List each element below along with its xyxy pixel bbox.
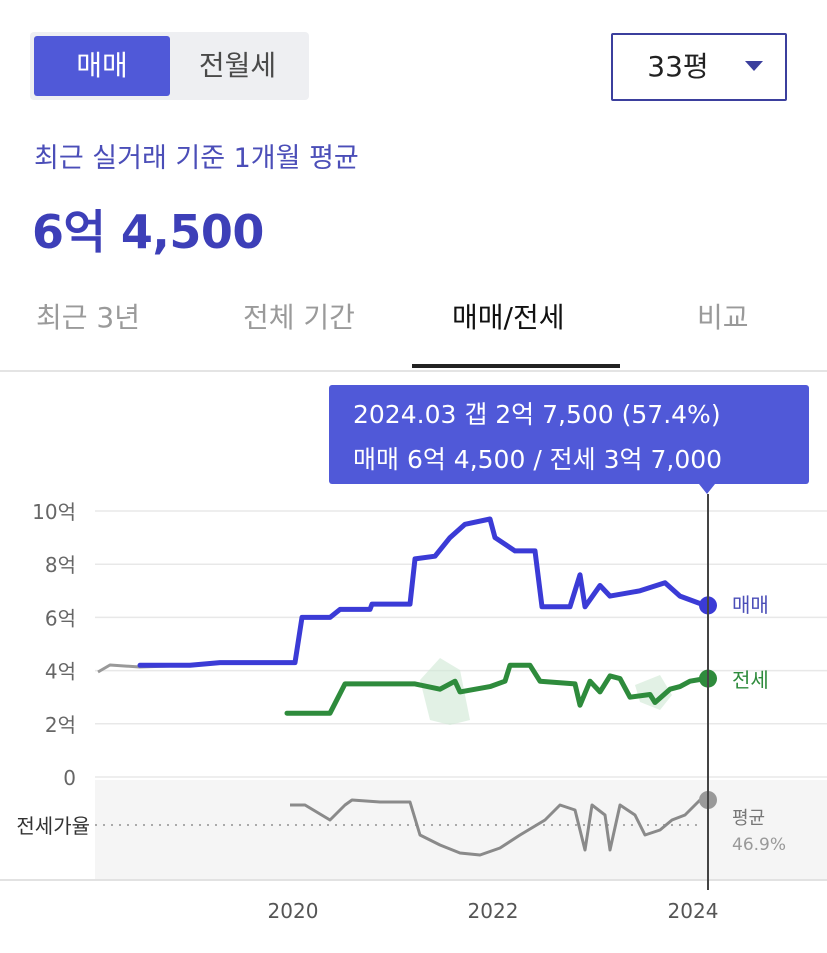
area-select-value: 33평 [647,50,709,83]
y-tick-label: 10억 [32,500,76,524]
ratio-average-label: 평균 [732,808,765,829]
active-tab-indicator [412,364,620,368]
tooltip-arrow [699,484,715,494]
ratio-average-value: 46.9% [732,835,786,855]
price-basis-label: 최근 실거래 기준 1개월 평균 [34,143,359,174]
ratio-line [290,798,702,857]
jeonse-price-line [284,662,708,716]
y-tick-label: 8억 [45,553,76,577]
y-tick-label: 4억 [45,660,76,684]
jeonse-range-area [420,658,672,725]
ratio-panel-bg [95,780,827,880]
tab-sale-jeonse[interactable]: 매매/전세 [452,301,565,334]
y-tick-label: 0 [63,766,76,790]
caret-down-icon [745,61,763,71]
tab-recent-3y[interactable]: 최근 3년 [36,301,140,334]
x-tick-label: 2024 [668,899,719,923]
tab-all-period[interactable]: 전체 기간 [243,301,355,334]
x-tick-label: 2020 [268,899,319,923]
jeonse-end-label: 전세 [732,668,769,692]
deal-type-toggle: 매매 전월세 [30,32,309,100]
average-price: 6억 4,500 [32,205,264,259]
chart-tooltip: 2024.03 갭 2억 7,500 (57.4%) 매매 6억 4,500 /… [329,385,809,494]
buy-toggle-button[interactable]: 매매 [34,36,170,96]
sale-price-line [137,516,708,668]
x-tick-label: 2022 [468,899,519,923]
tooltip-price-line: 매매 6억 4,500 / 전세 3억 7,000 [353,445,723,474]
sale-end-label: 매매 [732,593,769,617]
area-select[interactable]: 33평 [611,33,787,101]
ratio-axis-label: 전세가율 [16,814,90,838]
tooltip-gap-line: 2024.03 갭 2억 7,500 (57.4%) [353,400,721,429]
rent-toggle-button[interactable]: 전월세 [198,49,277,82]
y-tick-label: 6억 [45,606,76,630]
y-tick-label: 2억 [45,713,76,737]
period-tabs: 최근 3년 전체 기간 매매/전세 비교 [0,290,827,372]
tab-compare[interactable]: 비교 [697,301,749,334]
